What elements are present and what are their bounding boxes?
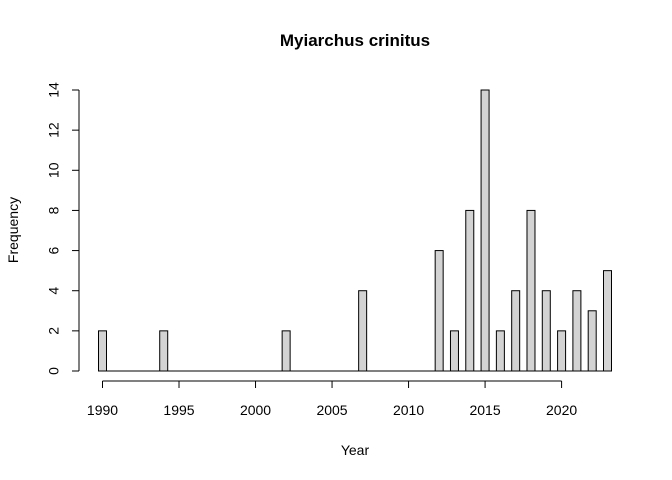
x-axis: 1990 1995 2000 2005 2010 2015 2020 (87, 380, 577, 418)
y-tick-label: 0 (46, 367, 62, 375)
bar-2017 (511, 290, 521, 372)
y-tick-label: 2 (46, 327, 62, 335)
y-tick-label: 10 (46, 162, 62, 178)
bar-2016 (495, 330, 505, 372)
bar-2007 (358, 290, 368, 372)
x-tick-label: 2005 (316, 402, 347, 418)
y-tick-label: 14 (46, 82, 62, 98)
bar-2019 (541, 290, 551, 372)
bar-1990 (98, 330, 107, 372)
bar-2018 (526, 209, 536, 372)
bar-1994 (159, 330, 169, 372)
bar-2021 (572, 290, 582, 372)
y-axis: 0 2 4 6 8 10 12 14 (46, 82, 80, 375)
bar-2013 (449, 330, 459, 372)
x-tick-label: 1990 (87, 402, 118, 418)
bar-2020 (557, 330, 567, 372)
x-tick-label: 2020 (546, 402, 577, 418)
x-tick-label: 2010 (393, 402, 424, 418)
chart-title: Myiarchus crinitus (280, 31, 430, 50)
x-tick-label: 2000 (240, 402, 271, 418)
bar-2002 (281, 330, 291, 372)
x-tick-label: 1995 (163, 402, 194, 418)
bar-2022 (587, 310, 597, 372)
y-tick-label: 4 (46, 287, 62, 295)
y-tick-label: 12 (46, 122, 62, 138)
bar-2023 (603, 270, 612, 372)
bar-2012 (434, 250, 444, 372)
x-tick-label: 2015 (469, 402, 500, 418)
y-tick-label: 8 (46, 206, 62, 214)
bar-2014 (465, 209, 475, 372)
y-tick-label: 6 (46, 246, 62, 254)
bars-group (98, 89, 612, 372)
bar-2015 (480, 89, 490, 372)
x-axis-label: Year (341, 442, 370, 458)
y-axis-label: Frequency (5, 197, 21, 263)
